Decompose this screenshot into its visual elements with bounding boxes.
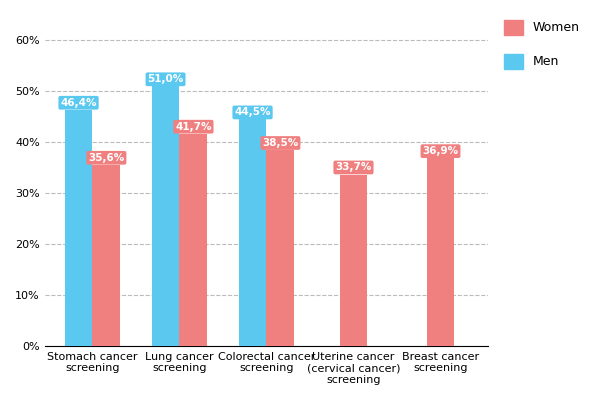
Bar	[266, 150, 295, 346]
Bar	[65, 110, 92, 346]
Text: 33,7%: 33,7%	[335, 162, 371, 172]
Text: 38,5%: 38,5%	[262, 138, 299, 148]
Bar	[152, 86, 179, 346]
Bar	[179, 134, 208, 346]
Text: 36,9%: 36,9%	[422, 146, 458, 156]
Text: 51,0%: 51,0%	[148, 74, 184, 84]
Bar	[239, 120, 266, 346]
Text: 46,4%: 46,4%	[60, 98, 97, 108]
Legend: Women, Men: Women, Men	[499, 15, 585, 74]
Bar	[92, 165, 121, 346]
Text: 44,5%: 44,5%	[235, 108, 271, 118]
Text: 35,6%: 35,6%	[88, 153, 125, 163]
Bar	[427, 158, 454, 346]
Text: 41,7%: 41,7%	[175, 122, 212, 132]
Bar	[340, 174, 367, 346]
